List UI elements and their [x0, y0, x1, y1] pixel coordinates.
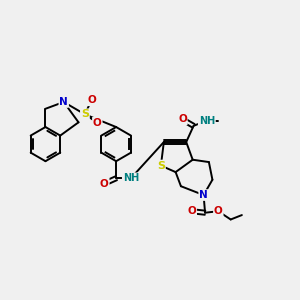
Text: NH: NH [199, 116, 215, 126]
Text: S: S [81, 110, 89, 119]
Text: N: N [59, 97, 68, 107]
Text: O: O [214, 206, 223, 216]
Text: N: N [199, 190, 208, 200]
Text: O: O [93, 118, 102, 128]
Text: NH: NH [123, 173, 139, 183]
Text: S: S [157, 160, 165, 171]
Text: O: O [178, 114, 187, 124]
Text: O: O [87, 95, 96, 105]
Text: O: O [100, 178, 109, 189]
Text: O: O [188, 206, 196, 216]
